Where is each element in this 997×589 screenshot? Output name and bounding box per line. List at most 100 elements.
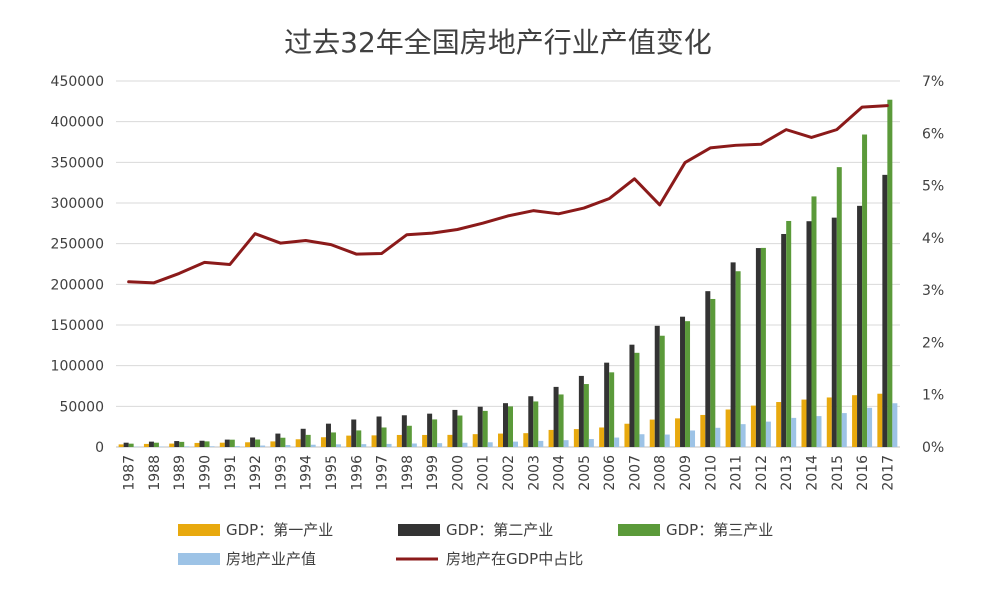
- legend-swatch: [618, 524, 660, 536]
- legend-swatch: [178, 524, 220, 536]
- bar: [300, 428, 306, 447]
- x-tick-label: 2002: [501, 455, 517, 491]
- bar: [760, 247, 766, 447]
- y-right-tick-label: 1%: [922, 388, 944, 404]
- bar: [528, 396, 534, 447]
- bar: [229, 439, 235, 447]
- bar: [862, 134, 868, 447]
- x-tick-label: 2014: [804, 455, 820, 491]
- bar: [639, 434, 645, 447]
- bar: [831, 217, 837, 447]
- bar: [513, 441, 518, 447]
- y-left-tick-label: 100000: [51, 359, 104, 375]
- bar: [371, 435, 377, 447]
- bar: [573, 429, 579, 447]
- bar: [245, 442, 251, 447]
- x-tick-label: 1987: [122, 455, 138, 491]
- bar: [295, 439, 301, 447]
- x-tick-label: 2004: [552, 455, 568, 491]
- bar: [260, 445, 266, 447]
- x-tick-label: 2005: [577, 455, 593, 491]
- bar: [765, 421, 771, 447]
- y-left-tick-label: 450000: [51, 74, 104, 90]
- bar: [396, 434, 402, 447]
- x-tick-label: 2015: [830, 455, 846, 491]
- bar: [659, 335, 665, 447]
- x-tick-label: 2016: [855, 455, 871, 491]
- x-tick-label: 2007: [627, 455, 643, 491]
- chart-title: 过去32年全国房地产行业产值变化: [284, 26, 712, 59]
- bar: [705, 291, 711, 447]
- bar: [553, 386, 559, 447]
- bar: [700, 414, 706, 447]
- x-tick-label: 1997: [375, 455, 391, 491]
- x-tick-label: 1993: [273, 455, 289, 491]
- bar: [234, 446, 240, 447]
- y-left-tick-label: 200000: [51, 277, 104, 293]
- bar: [750, 405, 756, 447]
- legend-label: GDP：第一产业: [226, 521, 333, 539]
- bar: [224, 439, 230, 447]
- bar: [791, 417, 797, 447]
- x-tick-label: 2008: [653, 455, 669, 491]
- bar: [523, 433, 529, 447]
- bar: [826, 397, 832, 447]
- bar: [781, 233, 787, 447]
- bar: [776, 402, 782, 447]
- bar: [892, 403, 898, 447]
- bar: [128, 443, 134, 447]
- x-tick-label: 2012: [754, 455, 770, 491]
- y-right-tick-label: 3%: [922, 283, 944, 299]
- bar: [503, 403, 508, 447]
- bar: [710, 298, 716, 447]
- bar: [675, 418, 681, 447]
- bar: [614, 437, 620, 447]
- x-tick-label: 2011: [729, 455, 745, 491]
- bar: [376, 416, 382, 447]
- legend-swatch: [178, 553, 220, 565]
- y-left-tick-label: 0: [95, 440, 104, 456]
- legend-item: GDP：第三产业: [618, 521, 773, 539]
- bar: [806, 221, 812, 447]
- bar: [740, 424, 746, 447]
- y-right-tick-label: 6%: [922, 126, 944, 142]
- bar: [685, 321, 691, 447]
- bar: [204, 441, 210, 447]
- bar: [422, 434, 428, 447]
- bar: [320, 437, 326, 447]
- x-tick-label: 1995: [324, 455, 340, 491]
- bar: [730, 262, 736, 447]
- bar: [462, 442, 468, 447]
- bar: [604, 362, 610, 447]
- y-left-tick-label: 350000: [51, 155, 104, 171]
- bar: [882, 174, 888, 447]
- bar: [680, 316, 686, 447]
- x-tick-label: 2000: [450, 455, 466, 491]
- x-tick-label: 1998: [400, 455, 416, 491]
- bar: [255, 439, 261, 447]
- bar: [508, 406, 513, 447]
- bar: [877, 393, 883, 447]
- y-right-tick-label: 2%: [922, 335, 944, 351]
- legend-label: GDP：第三产业: [666, 521, 773, 539]
- bar: [836, 167, 842, 447]
- bar: [457, 415, 463, 447]
- series-line: [127, 104, 889, 285]
- bar: [406, 425, 412, 447]
- bar: [411, 443, 417, 447]
- y-left-tick-label: 400000: [51, 115, 104, 131]
- bar: [482, 410, 488, 447]
- bar: [487, 442, 493, 447]
- bar: [578, 375, 584, 447]
- y-right-tick-label: 4%: [922, 231, 944, 247]
- bar: [184, 446, 190, 447]
- bar: [330, 432, 336, 447]
- bar: [735, 271, 741, 447]
- bar: [285, 445, 291, 447]
- bar: [346, 435, 352, 447]
- legend-label: 房地产业产值: [226, 550, 316, 568]
- x-tick-label: 2009: [678, 455, 694, 491]
- x-tick-label: 1996: [349, 455, 365, 491]
- bar: [498, 433, 503, 447]
